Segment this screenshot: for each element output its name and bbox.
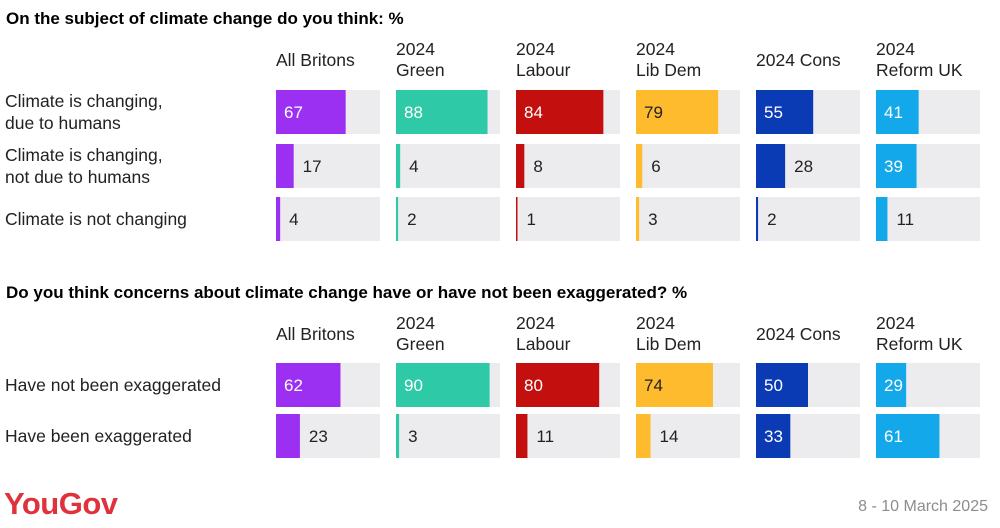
- category-label: Climate is changing, due to humans: [5, 91, 163, 133]
- column-header: 2024 Labour: [516, 313, 571, 354]
- data-label: 55: [764, 103, 783, 122]
- bar: [876, 414, 940, 458]
- data-label: 23: [309, 427, 328, 446]
- bar: [636, 144, 643, 188]
- bar: [516, 90, 604, 134]
- data-label: 74: [644, 376, 663, 395]
- bar: [396, 197, 399, 241]
- bar: [756, 363, 808, 407]
- data-label: 33: [764, 427, 783, 446]
- bar: [396, 90, 488, 134]
- data-label: 2: [407, 210, 416, 229]
- bar: [396, 144, 401, 188]
- bar-track: [636, 414, 740, 458]
- column-header: 2024 Green: [396, 39, 445, 80]
- data-label: 2: [767, 210, 776, 229]
- column-header: 2024 Labour: [516, 39, 571, 80]
- column-header: 2024 Lib Dem: [636, 39, 701, 80]
- column-header: All Britons: [276, 324, 355, 344]
- column-header: All Britons: [276, 50, 355, 70]
- fieldwork-date: 8 - 10 March 2025: [858, 498, 988, 515]
- bar: [876, 363, 907, 407]
- bar: [276, 90, 346, 134]
- bar-track: [516, 144, 620, 188]
- column-header: 2024 Reform UK: [876, 313, 963, 354]
- bar-track: [636, 144, 740, 188]
- bar: [756, 414, 791, 458]
- bar: [276, 414, 300, 458]
- bar-track: [756, 197, 860, 241]
- bar-track: [636, 197, 740, 241]
- bar: [756, 90, 814, 134]
- data-label: 84: [524, 103, 543, 122]
- bar-track: [396, 197, 500, 241]
- data-label: 50: [764, 376, 783, 395]
- data-label: 11: [896, 210, 914, 229]
- bar: [636, 90, 719, 134]
- data-label: 1: [527, 210, 536, 229]
- data-label: 29: [884, 376, 903, 395]
- bar: [636, 363, 713, 407]
- data-label: 4: [289, 210, 298, 229]
- column-header: 2024 Green: [396, 313, 445, 354]
- column-header: 2024 Cons: [756, 50, 841, 70]
- bar: [276, 144, 294, 188]
- bar: [756, 144, 786, 188]
- bar: [516, 414, 528, 458]
- bar: [636, 414, 651, 458]
- yougov-logo: YouGov: [4, 486, 119, 521]
- bar: [276, 197, 281, 241]
- bar: [516, 363, 600, 407]
- bar: [396, 414, 400, 458]
- bar: [396, 363, 490, 407]
- bar-track: [396, 414, 500, 458]
- question-title: Do you think concerns about climate chan…: [6, 283, 687, 302]
- data-label: 90: [404, 376, 423, 395]
- data-label: 62: [284, 376, 303, 395]
- bar-track: [516, 197, 620, 241]
- data-label: 3: [648, 210, 657, 229]
- data-label: 28: [794, 157, 813, 176]
- data-label: 41: [884, 103, 903, 122]
- category-label: Have been exaggerated: [5, 426, 192, 446]
- data-label: 4: [409, 157, 418, 176]
- bar: [516, 197, 518, 241]
- category-label: Climate is not changing: [5, 209, 187, 229]
- column-header: 2024 Cons: [756, 324, 841, 344]
- data-label: 80: [524, 376, 543, 395]
- data-label: 79: [644, 103, 663, 122]
- bar: [636, 197, 640, 241]
- bar: [876, 197, 888, 241]
- column-header: 2024 Reform UK: [876, 39, 963, 80]
- bar: [516, 144, 525, 188]
- bar-track: [516, 414, 620, 458]
- category-label: Climate is changing, not due to humans: [5, 145, 163, 187]
- data-label: 6: [651, 157, 660, 176]
- bar: [876, 144, 917, 188]
- bar-track: [876, 197, 980, 241]
- data-label: 14: [660, 427, 679, 446]
- data-label: 88: [404, 103, 423, 122]
- bar-track: [396, 144, 500, 188]
- data-label: 11: [536, 427, 554, 446]
- bar: [756, 197, 759, 241]
- data-label: 67: [284, 103, 303, 122]
- bar: [276, 363, 341, 407]
- data-label: 17: [303, 157, 322, 176]
- category-label: Have not been exaggerated: [5, 375, 221, 395]
- bar: [876, 90, 919, 134]
- data-label: 8: [533, 157, 542, 176]
- question-title: On the subject of climate change do you …: [6, 9, 404, 28]
- data-label: 39: [884, 157, 903, 176]
- data-label: 61: [884, 427, 903, 446]
- column-header: 2024 Lib Dem: [636, 313, 701, 354]
- bar-track: [276, 197, 380, 241]
- data-label: 3: [408, 427, 417, 446]
